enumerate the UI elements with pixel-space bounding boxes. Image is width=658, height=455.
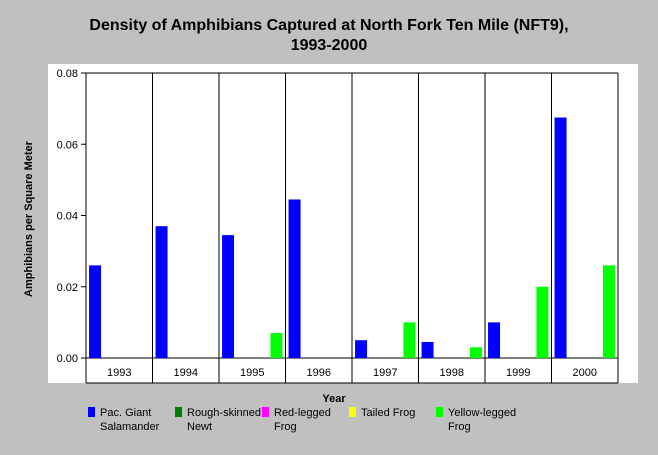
bar — [488, 322, 501, 358]
legend-swatch — [436, 407, 443, 417]
bar — [89, 265, 102, 358]
bar — [155, 226, 168, 358]
x-tick-label: 1998 — [440, 367, 464, 379]
y-tick-label: 0.06 — [57, 139, 78, 151]
bar — [288, 199, 301, 358]
legend-label: Tailed Frog — [361, 407, 415, 419]
legend-swatch — [88, 407, 95, 417]
chart-title: Density of Amphibians Captured at North … — [89, 17, 568, 34]
legend-item: Red-legged Frog — [262, 407, 331, 433]
legend: Pac. Giant Salamander Rough-skinned Newt Red… — [88, 407, 516, 433]
legend-swatch — [349, 407, 356, 417]
y-axis-ticks: 0.00 0.02 0.04 0.06 0.08 — [57, 68, 86, 365]
legend-swatch — [262, 407, 269, 417]
bar — [222, 235, 235, 358]
legend-label: Pac. Giant — [100, 407, 151, 419]
bar — [270, 333, 283, 358]
y-tick-label: 0.04 — [57, 211, 78, 223]
legend-label: Salamander — [100, 421, 160, 433]
x-tick-label: 1996 — [307, 367, 331, 379]
x-axis-ticks: 1993 1994 1995 1996 1997 1998 1999 2000 — [107, 367, 597, 379]
category-gridlines — [152, 73, 552, 383]
legend-item: Tailed Frog — [349, 407, 415, 419]
bar — [421, 341, 434, 358]
legend-label: Red-legged — [274, 407, 331, 419]
legend-item: Yellow-legged Frog — [436, 407, 516, 433]
legend-item: Rough-skinned Newt — [175, 407, 261, 433]
plot-background — [48, 64, 638, 383]
x-tick-label: 1999 — [506, 367, 530, 379]
bar — [355, 340, 368, 358]
y-tick-label: 0.02 — [57, 282, 78, 294]
bar — [554, 117, 567, 358]
legend-label: Frog — [274, 421, 297, 433]
x-tick-label: 1994 — [174, 367, 198, 379]
x-tick-label: 1995 — [240, 367, 264, 379]
legend-label: Newt — [187, 421, 212, 433]
bar — [403, 322, 416, 358]
plot-area — [48, 64, 638, 384]
x-tick-label: 1993 — [107, 367, 131, 379]
bars — [89, 117, 615, 358]
y-tick-label: 0.08 — [57, 68, 78, 80]
legend-swatch — [175, 407, 182, 417]
x-tick-label: 2000 — [573, 367, 597, 379]
legend-item: Pac. Giant Salamander — [88, 407, 160, 433]
bar — [536, 286, 549, 358]
legend-label: Yellow-legged — [448, 407, 516, 419]
x-tick-label: 1997 — [373, 367, 397, 379]
legend-label: Rough-skinned — [187, 407, 261, 419]
x-axis-label: Year — [322, 393, 346, 405]
chart-subtitle: 1993-2000 — [291, 37, 368, 54]
legend-label: Frog — [448, 421, 471, 433]
bar — [469, 347, 482, 358]
y-tick-label: 0.00 — [57, 353, 78, 365]
bar — [602, 265, 615, 358]
y-axis-label: Amphibians per Square Meter — [23, 140, 35, 297]
